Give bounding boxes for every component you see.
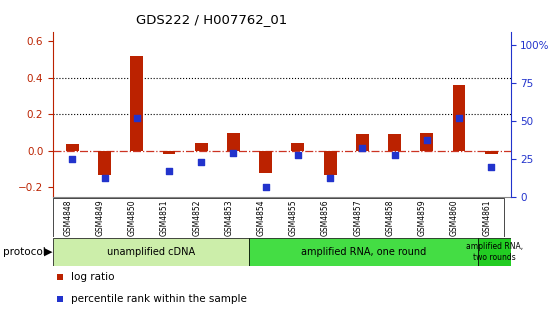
Point bbox=[100, 176, 109, 181]
Text: GSM4857: GSM4857 bbox=[353, 199, 362, 236]
Text: percentile rank within the sample: percentile rank within the sample bbox=[71, 294, 247, 304]
Point bbox=[165, 169, 174, 174]
Point bbox=[390, 152, 399, 158]
Text: GSM4860: GSM4860 bbox=[450, 199, 459, 236]
Text: amplified RNA,
two rounds: amplified RNA, two rounds bbox=[466, 242, 523, 261]
Point bbox=[197, 159, 206, 164]
Bar bbox=[98, 151, 111, 175]
Text: GSM4849: GSM4849 bbox=[95, 199, 104, 236]
Text: GSM4848: GSM4848 bbox=[64, 199, 73, 236]
Text: log ratio: log ratio bbox=[71, 272, 115, 282]
Text: GSM4854: GSM4854 bbox=[257, 199, 266, 236]
Text: amplified RNA, one round: amplified RNA, one round bbox=[301, 247, 426, 257]
Text: GSM4850: GSM4850 bbox=[128, 199, 137, 236]
Text: GSM4858: GSM4858 bbox=[386, 199, 395, 236]
Point bbox=[229, 151, 238, 156]
Text: GDS222 / H007762_01: GDS222 / H007762_01 bbox=[136, 13, 288, 27]
Point bbox=[68, 157, 77, 162]
Text: GSM4853: GSM4853 bbox=[224, 199, 233, 236]
Text: GSM4861: GSM4861 bbox=[482, 199, 491, 236]
Bar bbox=[485, 151, 498, 155]
Bar bbox=[66, 143, 79, 151]
Text: protocol: protocol bbox=[3, 247, 46, 257]
Point bbox=[422, 138, 431, 143]
Point bbox=[261, 184, 270, 190]
Bar bbox=[420, 132, 433, 151]
Bar bbox=[388, 134, 401, 151]
Bar bbox=[324, 151, 336, 175]
Bar bbox=[195, 142, 208, 151]
Bar bbox=[227, 132, 240, 151]
Bar bbox=[249, 238, 478, 266]
Bar bbox=[131, 56, 143, 151]
Text: GSM4856: GSM4856 bbox=[321, 199, 330, 236]
Bar bbox=[259, 151, 272, 173]
Point bbox=[487, 164, 496, 170]
Point bbox=[294, 152, 302, 158]
Point bbox=[455, 115, 464, 120]
Text: GSM4852: GSM4852 bbox=[193, 199, 201, 236]
Bar bbox=[291, 142, 304, 151]
Bar bbox=[478, 238, 511, 266]
Bar bbox=[162, 151, 175, 155]
Point bbox=[358, 145, 367, 151]
Text: ▶: ▶ bbox=[44, 247, 53, 257]
Text: unamplified cDNA: unamplified cDNA bbox=[107, 247, 195, 257]
Point bbox=[132, 115, 141, 120]
Text: GSM4855: GSM4855 bbox=[289, 199, 298, 236]
Bar bbox=[453, 85, 465, 151]
Text: GSM4859: GSM4859 bbox=[418, 199, 427, 236]
Point bbox=[326, 176, 335, 181]
Bar bbox=[53, 238, 249, 266]
Text: GSM4851: GSM4851 bbox=[160, 199, 169, 236]
Bar bbox=[356, 134, 369, 151]
